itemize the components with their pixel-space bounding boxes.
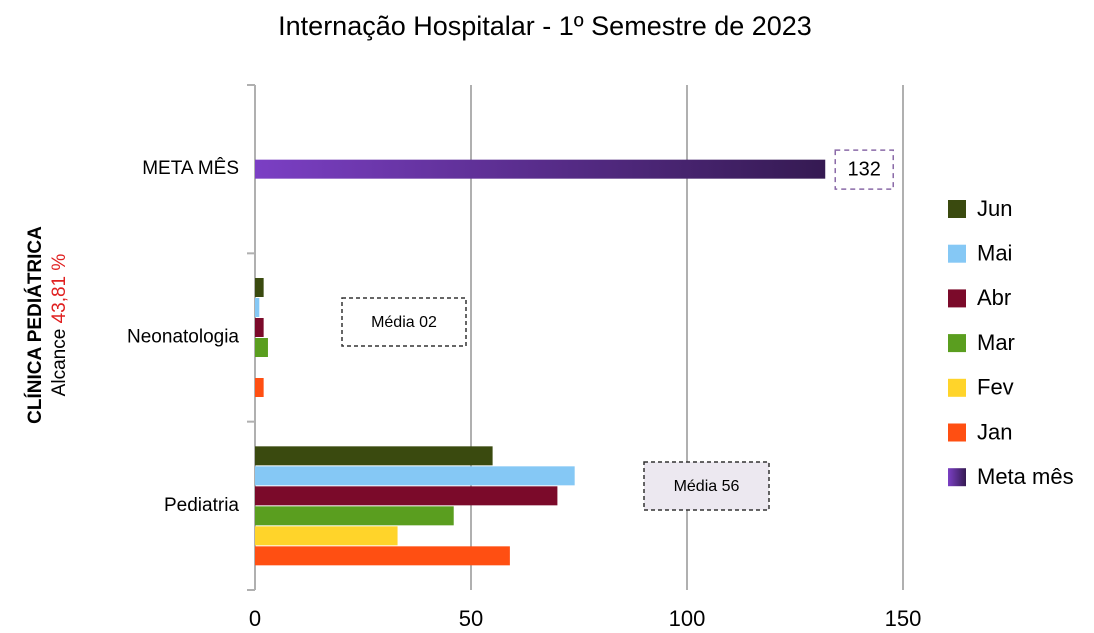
annotation: Média 02 [371, 314, 437, 331]
legend-swatch [948, 244, 966, 263]
legend-label: Meta mês [977, 464, 1074, 489]
reach-prefix: Alcance [49, 329, 70, 397]
legend-swatch [948, 200, 966, 218]
data-label: 132 [848, 158, 881, 180]
annotation: Média 56 [674, 478, 740, 495]
legend-label: Abr [977, 285, 1011, 310]
legend-swatch [948, 468, 966, 487]
reach-value: 43,81 % [49, 254, 70, 324]
legend-swatch [948, 289, 966, 308]
x-tick-label: 150 [885, 606, 922, 631]
legend-label: Mai [977, 241, 1012, 266]
bar [255, 378, 264, 397]
x-tick-label: 100 [669, 606, 706, 631]
y-tick-label: META MÊS [142, 157, 239, 179]
x-tick-label: 50 [459, 606, 483, 631]
side-reach: Alcance 43,81 % [49, 254, 70, 397]
legend-label: Jan [977, 419, 1012, 444]
side-title: CLÍNICA PEDIÁTRICA [24, 226, 46, 424]
y-tick-label: Neonatologia [127, 327, 239, 348]
legend-label: Fev [977, 375, 1014, 400]
x-tick-label: 0 [249, 606, 261, 631]
bar [255, 318, 264, 337]
chart-title: Internação Hospitalar - 1º Semestre de 2… [278, 11, 812, 41]
bar [255, 446, 493, 466]
legend-label: Mar [977, 330, 1015, 355]
bar [255, 506, 454, 526]
side-label: CLÍNICA PEDIÁTRICA Alcance 43,81 % [24, 226, 70, 424]
legend-swatch [948, 423, 966, 442]
bar [255, 486, 558, 506]
annotation-box [341, 297, 467, 347]
legend-label: Jun [977, 196, 1012, 221]
bar [255, 159, 826, 179]
y-tick-label: Pediatria [164, 495, 239, 516]
bar [255, 278, 264, 297]
data-label-box [834, 149, 894, 190]
legend-swatch [948, 378, 966, 397]
bar [255, 338, 268, 357]
bar [255, 546, 510, 566]
bar [255, 466, 575, 486]
legend-swatch [948, 334, 966, 353]
bar [255, 526, 398, 546]
bar [255, 298, 260, 317]
annotation-box [643, 461, 770, 511]
